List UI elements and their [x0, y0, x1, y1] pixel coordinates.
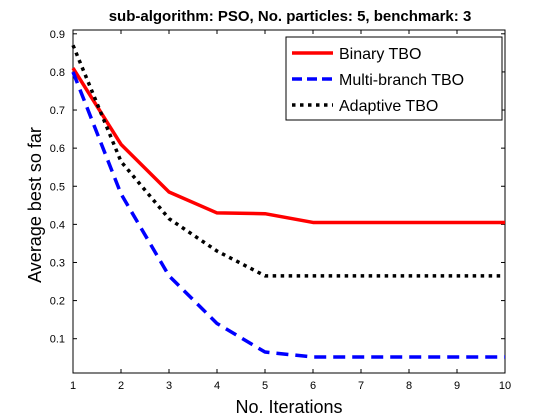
y-tick-label: 0.2 [50, 296, 65, 308]
plot-frame [72, 29, 506, 374]
x-tick-label: 6 [310, 380, 316, 392]
y-tick-label: 0.7 [50, 105, 65, 117]
x-tick-label: 5 [262, 380, 268, 392]
y-tick-label: 0.4 [50, 219, 65, 231]
legend: Binary TBO Multi-branch TBO Adaptive TBO [285, 36, 503, 121]
x-tick-labels: 1 2 3 4 5 6 7 8 9 10 [70, 380, 511, 392]
y-tick-label: 0.6 [50, 143, 65, 155]
y-tick-labels: 0.1 0.2 0.3 0.4 0.5 0.6 0.7 0.8 0.9 [50, 29, 65, 346]
plot-area: 1 2 3 4 5 6 7 8 9 10 0.1 0.2 0.3 0.4 0.5 0.6 0.7 0.8 0.9 [50, 29, 511, 392]
x-tick-label: 3 [166, 380, 172, 392]
legend-label: Adaptive TBO [339, 98, 438, 115]
x-tick-label: 9 [454, 380, 460, 392]
y-tick-label: 0.5 [50, 181, 65, 193]
x-axis-label: No. Iterations [235, 397, 342, 417]
y-tick-label: 0.8 [50, 67, 65, 79]
legend-label: Multi-branch TBO [339, 72, 464, 89]
y-tick-label: 0.3 [50, 257, 65, 269]
legend-label: Binary TBO [339, 46, 421, 63]
x-tick-label: 2 [118, 380, 124, 392]
x-tick-label: 4 [214, 380, 220, 392]
series-line-adaptive-tbo [71, 44, 505, 278]
series-line-binary-tbo [71, 67, 505, 225]
x-tick-label: 1 [70, 380, 76, 392]
series-lines [71, 44, 505, 359]
x-tick-label: 10 [499, 380, 511, 392]
x-tick-label: 8 [406, 380, 412, 392]
series-line-multi-branch-tbo [71, 71, 505, 359]
x-tick-label: 7 [358, 380, 364, 392]
y-axis-label: Average best so far [25, 127, 45, 283]
y-tick-label: 0.1 [50, 334, 65, 346]
y-tick-label: 0.9 [50, 29, 65, 41]
chart-title: sub-algorithm: PSO, No. particles: 5, be… [109, 8, 472, 25]
